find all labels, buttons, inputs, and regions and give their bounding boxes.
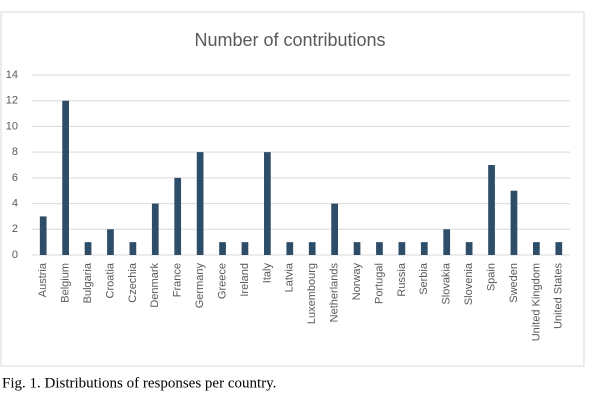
caption: Fig. 1. Distributions of responses per c… (2, 375, 276, 391)
bar (331, 203, 338, 255)
x-tick-label: Latvia (284, 262, 296, 292)
x-tick-label: Bulgaria (82, 262, 94, 303)
x-tick-label: Netherlands (329, 263, 341, 323)
y-tick-label: 8 (12, 146, 18, 158)
x-tick-label: Czechia (127, 262, 139, 303)
bar (174, 177, 182, 255)
bar (353, 242, 361, 255)
x-tick-label: United States (553, 263, 565, 330)
y-tick-label: 0 (12, 249, 18, 261)
chart-frame (0, 11, 585, 367)
bar (555, 242, 563, 255)
bar (84, 242, 92, 255)
x-tick-label: Sweden (508, 263, 520, 303)
x-tick-label: Germany (194, 263, 206, 309)
x-tick-label: Norway (351, 263, 363, 301)
bar (264, 152, 271, 255)
y-tick-label: 12 (6, 95, 18, 107)
x-tick-label: France (172, 263, 184, 297)
bar (533, 242, 540, 255)
bar (420, 242, 428, 255)
y-tick-label: 4 (12, 197, 18, 209)
bar (510, 190, 518, 255)
bar (196, 152, 204, 255)
x-tick-label: Belgium (60, 263, 72, 303)
bar (286, 242, 294, 255)
bar (62, 100, 69, 255)
x-tick-label: Croatia (104, 262, 116, 298)
chart-title: Number of contributions (194, 30, 385, 50)
y-tick-label: 2 (12, 223, 18, 235)
x-tick-label: Luxembourg (306, 263, 318, 324)
x-tick-label: Ireland (239, 263, 251, 297)
x-tick-label: United Kingdom (530, 263, 542, 341)
x-tick-label: Serbia (418, 262, 430, 295)
y-tick-label: 10 (6, 120, 18, 132)
bar (107, 229, 114, 255)
x-tick-label: Denmark (149, 263, 161, 308)
y-tick-label: 6 (12, 172, 18, 184)
x-tick-label: Russia (396, 262, 408, 297)
bar (39, 216, 47, 255)
bar (376, 242, 383, 255)
y-tick-label: 14 (6, 69, 18, 81)
bar (129, 242, 137, 255)
x-tick-label: Italy (261, 263, 273, 284)
x-tick-label: Austria (37, 262, 49, 297)
bar (465, 242, 473, 255)
bar (443, 229, 451, 255)
x-tick-label: Portugal (373, 263, 385, 304)
x-tick-label: Slovakia (441, 262, 453, 304)
bar (398, 242, 406, 255)
bar (241, 242, 249, 255)
x-tick-label: Slovenia (463, 262, 475, 305)
bar (488, 165, 495, 255)
x-tick-label: Spain (485, 263, 497, 291)
bar (151, 203, 159, 255)
bar (219, 242, 226, 255)
bar (308, 242, 316, 255)
x-tick-label: Greece (216, 263, 228, 299)
